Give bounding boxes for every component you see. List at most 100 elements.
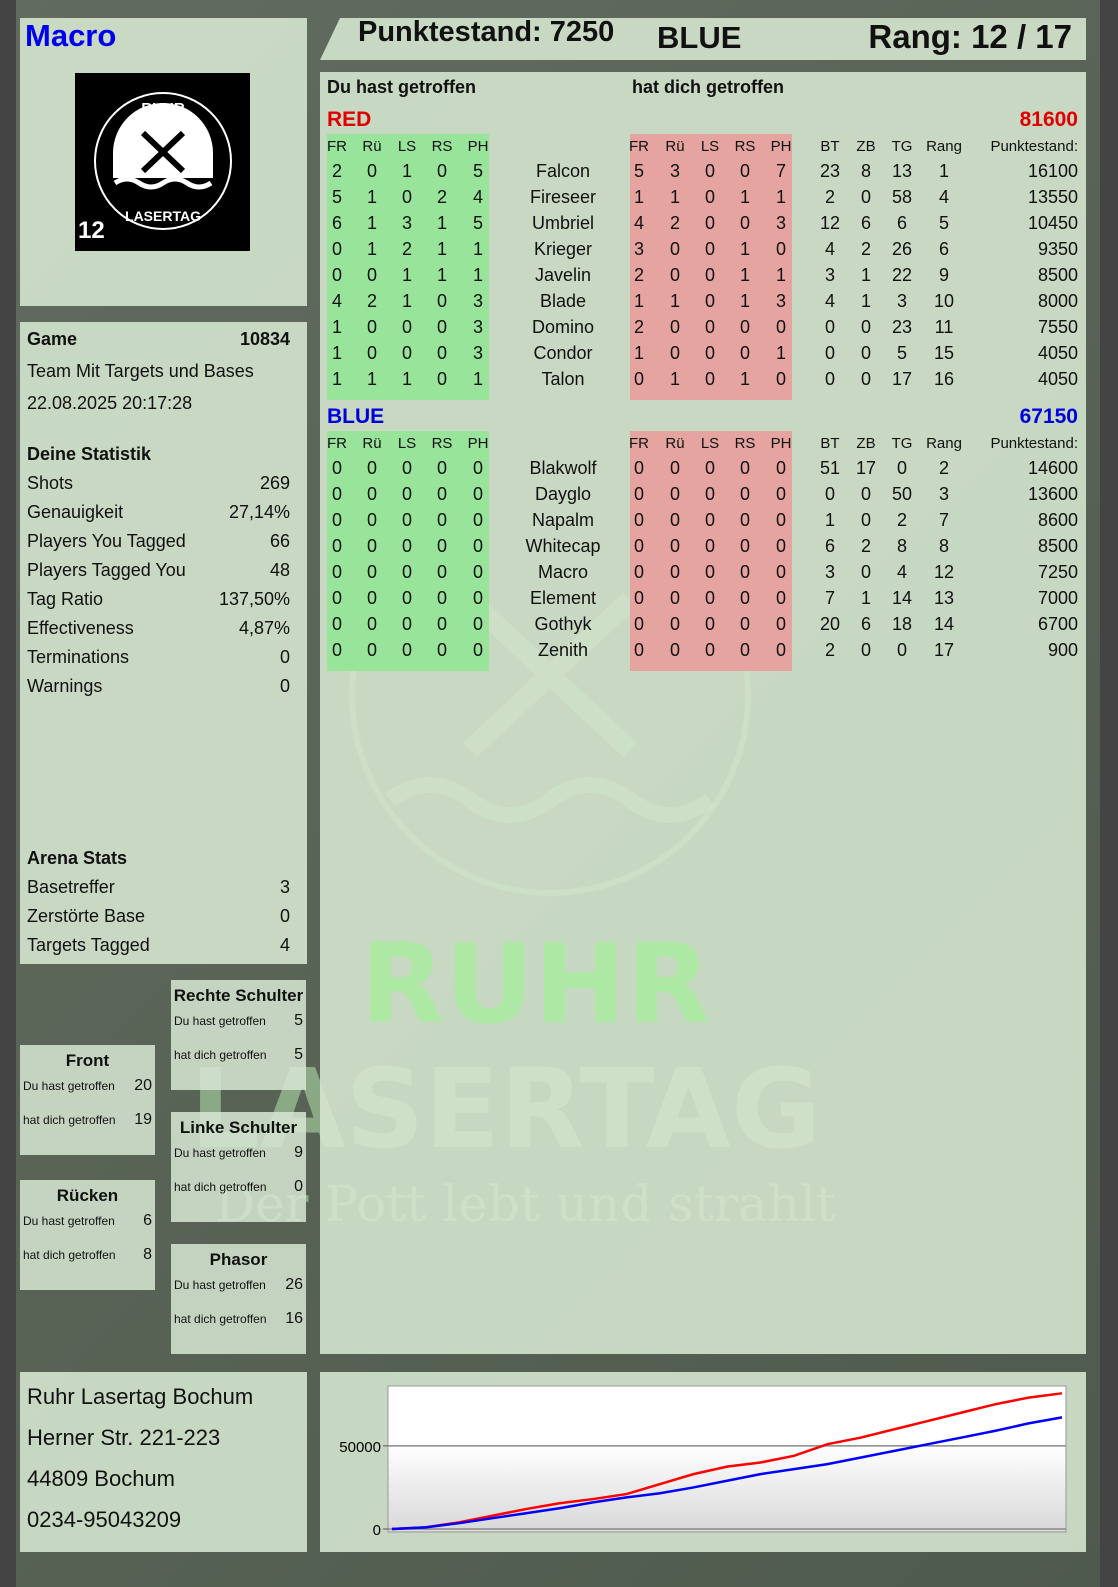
got-cell: 1 xyxy=(739,187,750,207)
body-part-phasor: Phasor Du hast getroffen 26 hat dich getrof… xyxy=(171,1244,306,1354)
got-cell: 0 xyxy=(775,317,786,337)
player-score: 8000 xyxy=(1037,291,1078,311)
got-cell: 0 xyxy=(633,458,644,478)
hit-cell: 0 xyxy=(366,161,377,181)
stat-value: 4,87% xyxy=(238,618,290,638)
stat-cell: 4 xyxy=(824,239,835,259)
stat-cell: 12 xyxy=(933,562,955,582)
player-name: Talon xyxy=(541,369,585,389)
stat-row: Terminations 0 xyxy=(27,647,290,668)
got-cell: 1 xyxy=(739,291,750,311)
hit-cell: 2 xyxy=(401,239,412,259)
hit-cell: 0 xyxy=(436,458,447,478)
got-cell: 3 xyxy=(775,213,786,233)
stat-header: Rang xyxy=(926,138,962,155)
stat-cell: 1 xyxy=(860,291,871,311)
hit-cell: 0 xyxy=(366,536,377,556)
body-part-front: Front Du hast getroffen 20 hat dich getroff… xyxy=(20,1045,155,1155)
stat-cell: 3 xyxy=(938,484,949,504)
got-cell: 0 xyxy=(739,614,750,634)
score-header: Punktestand: xyxy=(990,138,1078,155)
got-cell: 0 xyxy=(704,187,715,207)
player-score: 9350 xyxy=(1037,239,1078,259)
logo-text-top: RUHR xyxy=(141,100,184,117)
hit-cell: 0 xyxy=(472,562,483,582)
got-cell: 0 xyxy=(669,317,680,337)
hit-cell: 0 xyxy=(436,510,447,530)
got-zone-block xyxy=(630,134,792,400)
got-cell: 1 xyxy=(669,291,680,311)
y-tick-label: 50000 xyxy=(339,1439,381,1456)
got-cell: 0 xyxy=(775,239,786,259)
hit-cell: 1 xyxy=(436,239,447,259)
stat-cell: 0 xyxy=(860,343,871,363)
hit-cell: 1 xyxy=(366,239,377,259)
arena-label: Zerstörte Base xyxy=(27,906,146,926)
got-cell: 0 xyxy=(669,239,680,259)
player-name: Zenith xyxy=(537,640,589,660)
stat-cell: 10 xyxy=(933,291,955,311)
stat-cell: 23 xyxy=(891,317,913,337)
hit-cell: 0 xyxy=(472,614,483,634)
player-score: 900 xyxy=(1047,640,1078,660)
player-team: BLUE xyxy=(657,20,742,55)
hit-cell: 0 xyxy=(366,317,377,337)
stat-cell: 50 xyxy=(891,484,913,504)
got-header: Rü xyxy=(665,138,685,155)
arena-value: 3 xyxy=(279,877,290,897)
stat-cell: 2 xyxy=(896,510,907,530)
hit-header: FR xyxy=(327,435,347,452)
hit-cell: 3 xyxy=(472,343,483,363)
player-score: 4050 xyxy=(1037,343,1078,363)
stat-cell: 6 xyxy=(860,614,871,634)
hit-cell: 1 xyxy=(331,317,342,337)
hit-cell: 0 xyxy=(331,536,342,556)
stat-row: Shots 269 xyxy=(27,473,290,494)
stat-cell: 8 xyxy=(938,536,949,556)
got-cell: 0 xyxy=(669,614,680,634)
player-name: Blakwolf xyxy=(529,458,597,478)
game-datetime: 22.08.2025 20:17:28 xyxy=(27,393,193,413)
got-header: PH xyxy=(770,138,792,155)
got-cell: 0 xyxy=(739,640,750,660)
got-cell: 1 xyxy=(739,265,750,285)
body-part-ruecken: Rücken Du hast getroffen 6 hat dich getroff… xyxy=(20,1180,155,1290)
hit-cell: 3 xyxy=(472,291,483,311)
got-label: hat dich getroffen xyxy=(23,1113,116,1127)
got-cell: 0 xyxy=(704,369,715,389)
stat-cell: 58 xyxy=(891,187,913,207)
stat-cell: 13 xyxy=(891,161,913,181)
body-part-rechte-schulter: Rechte Schulter Du hast getroffen 5 hat dic… xyxy=(171,980,306,1090)
hit-cell: 5 xyxy=(331,187,342,207)
player-score: 14600 xyxy=(1027,458,1078,478)
stat-label: Players You Tagged xyxy=(27,531,186,551)
hit-cell: 1 xyxy=(366,187,377,207)
got-cell: 0 xyxy=(775,588,786,608)
got-cell: 0 xyxy=(669,588,680,608)
stat-cell: 6 xyxy=(824,536,835,556)
got-cell: 0 xyxy=(669,562,680,582)
stat-cell: 0 xyxy=(860,369,871,389)
player-score: 8500 xyxy=(1037,265,1078,285)
stat-cell: 2 xyxy=(860,536,871,556)
stat-cell: 0 xyxy=(824,317,835,337)
got-header: LS xyxy=(700,435,720,452)
hit-cell: 5 xyxy=(472,213,483,233)
got-cell: 0 xyxy=(739,484,750,504)
body-part-linke-schulter: Linke Schulter Du hast getroffen 9 hat dich… xyxy=(171,1112,306,1222)
player-name: Napalm xyxy=(531,510,595,530)
stat-row: Players Tagged You 48 xyxy=(27,560,290,581)
got-cell: 5 xyxy=(633,161,644,181)
hit-cell: 1 xyxy=(472,239,483,259)
hit-cell: 0 xyxy=(366,614,377,634)
hit-cell: 1 xyxy=(401,161,412,181)
stat-header: BT xyxy=(820,435,840,452)
stat-cell: 0 xyxy=(860,484,871,504)
got-cell: 3 xyxy=(633,239,644,259)
body-part-title: Rechte Schulter xyxy=(173,986,304,1005)
hit-header: LS xyxy=(397,138,417,155)
hit-cell: 0 xyxy=(436,640,447,660)
got-cell: 0 xyxy=(669,640,680,660)
plot-area xyxy=(387,1385,1067,1533)
stat-cell: 6 xyxy=(938,239,949,259)
